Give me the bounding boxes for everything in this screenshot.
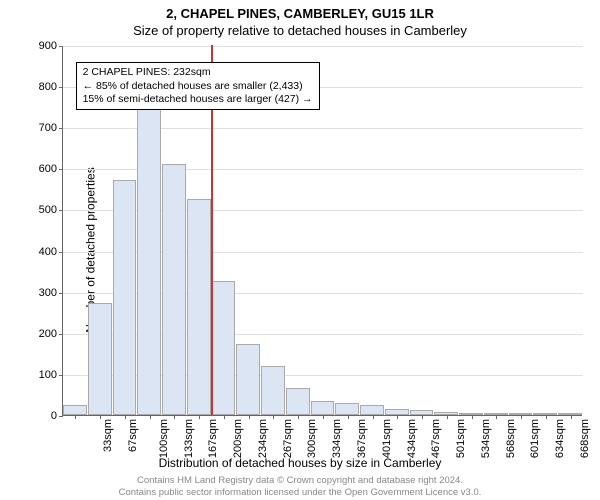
x-tick-label: 668sqm [579, 419, 591, 458]
x-tick-label: 234sqm [257, 419, 269, 458]
annotation-box: 2 CHAPEL PINES: 232sqm ← 85% of detached… [76, 62, 320, 109]
x-tick-mark [496, 415, 497, 419]
x-tick-mark [100, 415, 101, 419]
x-tick-label: 601sqm [529, 419, 541, 458]
bar [88, 303, 112, 415]
x-tick-mark [521, 415, 522, 419]
x-tick-label: 267sqm [282, 419, 294, 458]
x-tick-mark [373, 415, 374, 419]
x-tick-label: 568sqm [505, 419, 517, 458]
footer-line1: Contains HM Land Registry data © Crown c… [0, 475, 600, 486]
bar [187, 199, 211, 415]
bar [335, 403, 359, 415]
annotation-line3: 15% of semi-detached houses are larger (… [83, 93, 313, 106]
x-tick-label: 167sqm [208, 419, 220, 458]
bar [311, 401, 335, 415]
x-tick-mark [298, 415, 299, 419]
bar [212, 281, 236, 415]
x-tick-mark [472, 415, 473, 419]
x-tick-label: 300sqm [307, 419, 319, 458]
x-tick-mark [546, 415, 547, 419]
x-tick-mark [571, 415, 572, 419]
bar [113, 180, 137, 415]
x-tick-label: 534sqm [480, 419, 492, 458]
x-tick-mark [447, 415, 448, 419]
x-tick-label: 200sqm [232, 419, 244, 458]
annotation-line1: 2 CHAPEL PINES: 232sqm [83, 66, 313, 79]
chart-title-line2: Size of property relative to detached ho… [0, 23, 600, 38]
x-tick-mark [273, 415, 274, 419]
x-axis-label: Distribution of detached houses by size … [0, 456, 600, 470]
x-tick-label: 133sqm [183, 419, 195, 458]
bar [286, 388, 310, 415]
chart-title-line1: 2, CHAPEL PINES, CAMBERLEY, GU15 1LR [0, 6, 600, 21]
x-tick-mark [323, 415, 324, 419]
x-tick-mark [249, 415, 250, 419]
bar [236, 344, 260, 415]
x-tick-label: 67sqm [127, 419, 139, 452]
x-tick-mark [150, 415, 151, 419]
x-tick-label: 467sqm [430, 419, 442, 458]
x-tick-label: 367sqm [356, 419, 368, 458]
annotation-line2: ← 85% of detached houses are smaller (2,… [83, 80, 313, 93]
x-tick-mark [75, 415, 76, 419]
bar [137, 86, 161, 415]
x-tick-label: 100sqm [158, 419, 170, 458]
x-tick-mark [397, 415, 398, 419]
bar [360, 405, 384, 415]
x-tick-mark [174, 415, 175, 419]
x-tick-label: 434sqm [406, 419, 418, 458]
x-tick-mark [199, 415, 200, 419]
chart-container: 2, CHAPEL PINES, CAMBERLEY, GU15 1LR Siz… [0, 0, 600, 500]
x-tick-mark [422, 415, 423, 419]
y-tick-mark [59, 416, 63, 417]
x-tick-label: 634sqm [554, 419, 566, 458]
plot-area: 0100200300400500600700800900 33sqm67sqm1… [62, 46, 582, 416]
bar [63, 405, 87, 415]
x-tick-mark [348, 415, 349, 419]
x-tick-mark [125, 415, 126, 419]
footer: Contains HM Land Registry data © Crown c… [0, 475, 600, 498]
x-tick-label: 334sqm [331, 419, 343, 458]
bar [261, 366, 285, 415]
x-tick-label: 501sqm [455, 419, 467, 458]
x-tick-mark [224, 415, 225, 419]
x-tick-label: 401sqm [381, 419, 393, 458]
footer-line2: Contains public sector information licen… [0, 487, 600, 498]
bar [162, 164, 186, 415]
x-tick-label: 33sqm [102, 419, 114, 452]
